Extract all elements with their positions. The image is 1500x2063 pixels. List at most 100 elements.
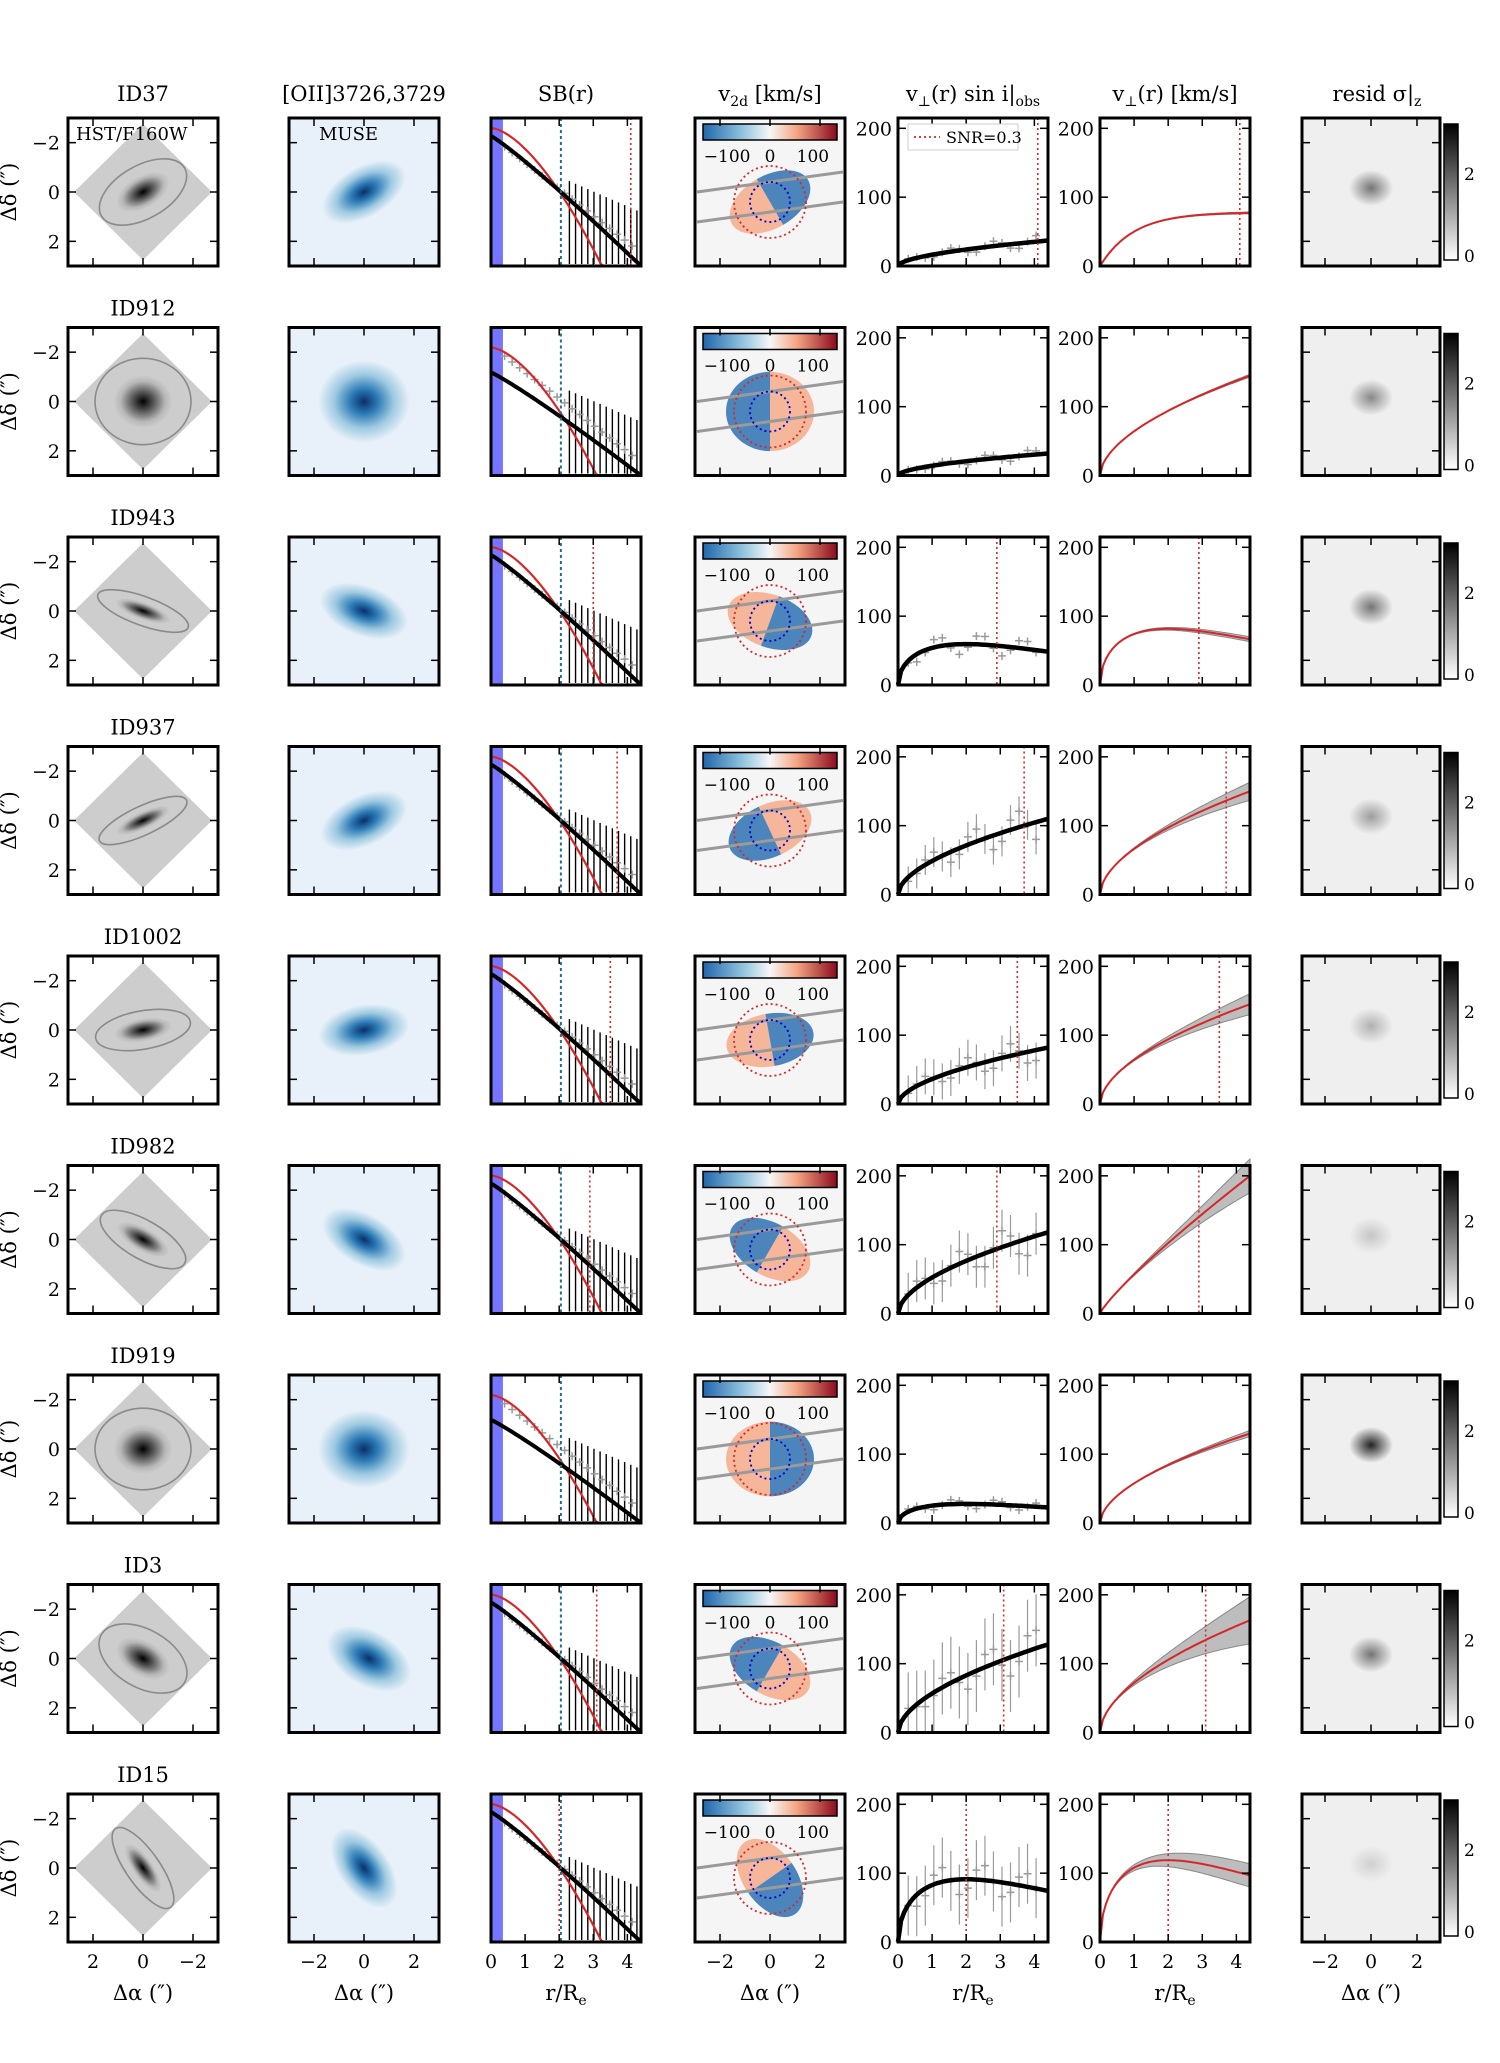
y-tick-label: 2 xyxy=(48,441,60,463)
panel-frame xyxy=(489,954,643,1106)
colorbar-tick-label: 0 xyxy=(765,147,776,167)
resid-panel: 0 2 −2 0 2 Δα (″) xyxy=(1300,1792,1475,2005)
vrot-data-point xyxy=(921,1702,930,1711)
colorbar-tick-label: 0 xyxy=(1464,666,1475,686)
re-circle xyxy=(749,390,791,433)
hst-panel: −2 0 2 Δδ (″) xyxy=(0,745,220,896)
x-tick-label: 3 xyxy=(1196,1951,1208,1973)
vrot-model-panel: 0 100 200 xyxy=(1058,745,1252,907)
x-tick-label: 0 xyxy=(892,1951,904,1973)
vrot-data-point xyxy=(980,1067,989,1076)
vrot-data-point xyxy=(1015,1249,1024,1258)
sb-data-point xyxy=(620,864,629,873)
vel-approaching xyxy=(729,1636,784,1692)
y-tick-label: 0 xyxy=(48,601,60,623)
resid-colorbar xyxy=(1443,1589,1459,1728)
slit-line xyxy=(696,1667,844,1690)
x-tick-label: 2 xyxy=(87,1951,99,1973)
colorbar-tick-label: 0 xyxy=(765,1404,776,1424)
vrot-data-point xyxy=(921,1072,930,1081)
sb-data-point xyxy=(613,1068,622,1077)
panel-frame xyxy=(489,1373,643,1525)
sb-data-point xyxy=(605,1271,614,1280)
outer-radius-circle xyxy=(733,1003,807,1077)
resid-colorbar xyxy=(1443,1170,1459,1309)
resid-panel: 02 xyxy=(1300,116,1475,268)
y-tick-label: 2 xyxy=(48,1069,60,1091)
vel-receding xyxy=(765,1012,814,1066)
colorbar-tick-label: −100 xyxy=(704,1614,751,1634)
row-id-label: ID3 xyxy=(124,1554,163,1578)
panel-frame xyxy=(896,745,1050,896)
y-axis-label: Δδ (″) xyxy=(0,372,21,431)
colorbar-tick-label: 0 xyxy=(765,776,776,796)
vrot-data-point xyxy=(1023,1869,1032,1878)
vrot-data-point xyxy=(912,657,921,666)
vrot-bg xyxy=(1100,956,1250,1104)
sb-data-point xyxy=(598,1894,607,1903)
vrot-data-point xyxy=(921,1891,930,1900)
vrot-data-point xyxy=(980,1262,989,1271)
sb-bg xyxy=(491,327,641,476)
sb-data-point xyxy=(598,218,607,227)
galaxy-image xyxy=(116,1221,170,1258)
y-tick-label: −2 xyxy=(32,552,60,574)
resid-panel: 02 xyxy=(1300,535,1475,687)
sb-data-point xyxy=(590,1050,599,1059)
panel-frame xyxy=(1098,1792,1252,1944)
y-tick-label: 200 xyxy=(856,956,892,978)
sb-panel xyxy=(489,1164,643,1315)
velocity-map-panel: −100 0 100 xyxy=(693,326,847,477)
vrot-data-point xyxy=(929,635,938,644)
sb-panel xyxy=(489,954,643,1106)
colorbar-tick-label: −100 xyxy=(704,1404,751,1424)
sb-panel xyxy=(489,1583,643,1734)
colorbar-tick-label: 100 xyxy=(797,357,829,377)
vrot-obs-model xyxy=(895,1230,1049,1315)
vrot-data-point xyxy=(1023,1631,1032,1640)
colorbar-tick-label: 2 xyxy=(1464,1632,1475,1652)
sb-data-point xyxy=(598,1685,607,1694)
velocity-map-panel: −100 0 100 xyxy=(693,535,847,687)
vrot-data-point xyxy=(1006,816,1015,825)
y-tick-label: 0 xyxy=(880,885,892,907)
vrot-data-point xyxy=(997,837,1006,846)
vrot-data-point xyxy=(997,1892,1006,1901)
x-tick-label: 3 xyxy=(994,1951,1006,1973)
sb-model-black xyxy=(490,134,643,268)
panel-frame xyxy=(489,1164,643,1315)
colorbar-tick-label: −100 xyxy=(704,357,751,377)
y-tick-label: −2 xyxy=(32,761,60,783)
vrot-bg xyxy=(898,1794,1048,1942)
resid-panel: 02 xyxy=(1300,326,1475,477)
y-tick-label: 200 xyxy=(856,118,892,140)
sb-panel xyxy=(489,326,643,478)
y-tick-label: 2 xyxy=(48,231,60,253)
y-axis-label: Δδ (″) xyxy=(0,1629,21,1688)
vrot-data-point xyxy=(1006,1672,1015,1681)
velocity-colorbar xyxy=(702,1799,838,1817)
y-tick-label: 200 xyxy=(856,1166,892,1188)
resid-colorbar xyxy=(1443,123,1459,261)
resid-map xyxy=(1349,1217,1393,1254)
vrot-data-point xyxy=(972,1262,981,1271)
column-title-1: [OII]3726,3729 xyxy=(282,82,446,106)
column-title-5: v⊥(r) [km/s] xyxy=(1111,82,1237,110)
sb-data-point xyxy=(628,1079,637,1088)
x-tick-label: 2 xyxy=(553,1951,565,1973)
x-tick-label: 2 xyxy=(960,1951,972,1973)
vrot-bg xyxy=(1100,327,1250,476)
resid-colorbar xyxy=(1443,751,1459,890)
sb-panel: 0 1 2 3 4 r/Re xyxy=(485,1792,643,2009)
resid-colorbar xyxy=(1443,1799,1459,1937)
sb-data-point xyxy=(628,1917,637,1926)
y-tick-label: 100 xyxy=(1058,1654,1094,1676)
muse-panel xyxy=(287,326,441,477)
velocity-map-panel: −100 0 100 xyxy=(693,954,847,1106)
y-tick-label: 0 xyxy=(1082,1723,1094,1745)
x-tick-label: 4 xyxy=(1230,1951,1242,1973)
slit-line xyxy=(696,170,844,194)
velocity-map-panel: −100 0 100 xyxy=(693,1164,847,1315)
colorbar-tick-label: 0 xyxy=(1464,876,1475,896)
